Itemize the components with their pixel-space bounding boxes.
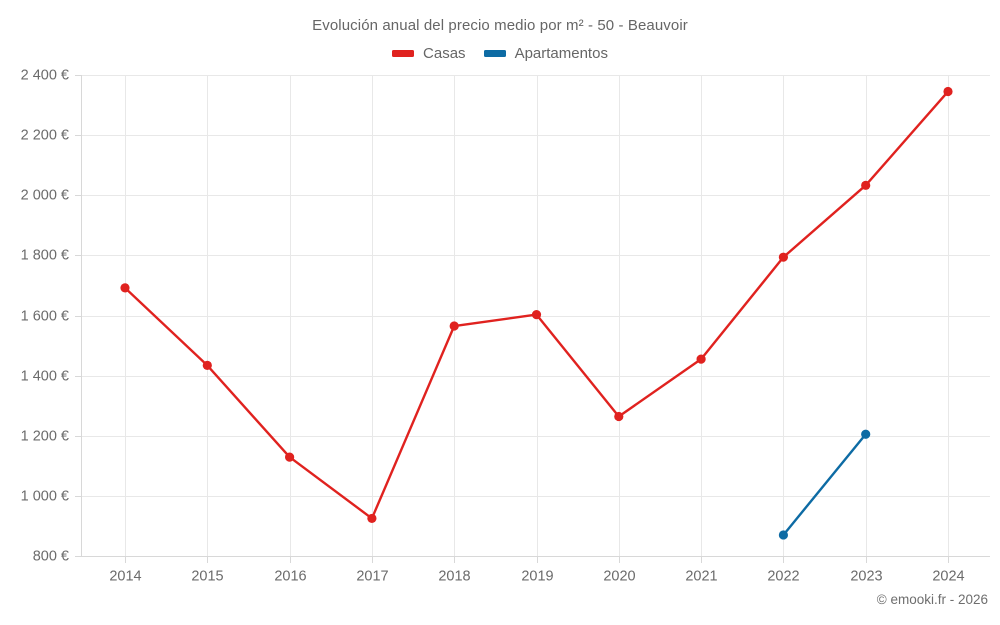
y-axis-tick-label: 1 200 € — [21, 428, 69, 444]
data-point-apartamentos-2022[interactable] — [778, 530, 789, 540]
y-axis-labels: 800 € 1 000 € 1 200 € 1 400 € 1 600 € 1 800 €… — [21, 67, 69, 564]
data-point-apartamentos-2023[interactable] — [861, 429, 871, 439]
x-axis-tick-label: 2023 — [850, 569, 882, 585]
legend-item-casas[interactable]: Casas — [392, 45, 466, 62]
legend-swatch-apartamentos — [483, 50, 506, 57]
data-series — [120, 86, 953, 540]
chart-legend: Casas Apartamentos — [0, 45, 1000, 62]
y-axis-tick-label: 1 800 € — [21, 247, 69, 263]
legend-label-casas: Casas — [423, 45, 466, 62]
data-point-casas-2015[interactable] — [202, 360, 212, 370]
x-axis-tick-label: 2016 — [274, 569, 306, 585]
series-line-casas — [123, 90, 950, 520]
y-axis-tick-label: 1 400 € — [21, 368, 69, 384]
x-axis-tick-label: 2015 — [191, 569, 223, 585]
data-point-casas-2014[interactable] — [120, 283, 130, 293]
legend-label-apartamentos: Apartamentos — [514, 45, 608, 62]
data-point-casas-2020[interactable] — [614, 411, 624, 422]
x-axis-tick-label: 2022 — [767, 569, 799, 585]
x-axis-tick-label: 2019 — [521, 569, 553, 585]
x-axis-tick-label: 2018 — [438, 569, 470, 585]
x-axis-tick-label: 2017 — [356, 569, 388, 585]
data-point-casas-2022[interactable] — [778, 252, 789, 262]
data-point-casas-2017[interactable] — [367, 513, 377, 524]
x-axis-tick-label: 2021 — [685, 569, 717, 585]
x-axis-tick-label: 2024 — [932, 569, 964, 585]
y-axis-tick-label: 1 000 € — [21, 488, 69, 504]
legend-swatch-casas — [392, 50, 415, 57]
x-axis-tick-label: 2014 — [109, 569, 141, 585]
y-axis-tick-label: 800 € — [33, 548, 69, 564]
y-axis-tick-label: 1 600 € — [21, 308, 69, 324]
data-point-casas-2021[interactable] — [696, 354, 706, 364]
x-axis-tick-label: 2020 — [603, 569, 635, 585]
data-point-casas-2019[interactable] — [531, 310, 542, 320]
y-axis-tick-label: 2 200 € — [21, 127, 69, 143]
series-line-apartamentos — [782, 433, 867, 537]
data-point-casas-2016[interactable] — [285, 452, 295, 462]
x-axis-labels: 2014 2015 2016 2017 2018 2019 2020 2021 2022 2023… — [109, 569, 964, 585]
data-point-casas-2018[interactable] — [449, 321, 459, 331]
data-point-casas-2024[interactable] — [943, 86, 953, 97]
y-axis-tick-label: 2 400 € — [21, 67, 69, 83]
credit-text: © emooki.fr - 2026 — [876, 592, 988, 607]
data-point-casas-2023[interactable] — [861, 180, 871, 190]
chart-title: Evolución anual del precio medio por m² … — [312, 17, 688, 34]
y-axis-tick-label: 2 000 € — [21, 187, 69, 203]
axis-ticks — [75, 75, 949, 563]
legend-item-apartamentos[interactable]: Apartamentos — [483, 45, 608, 62]
